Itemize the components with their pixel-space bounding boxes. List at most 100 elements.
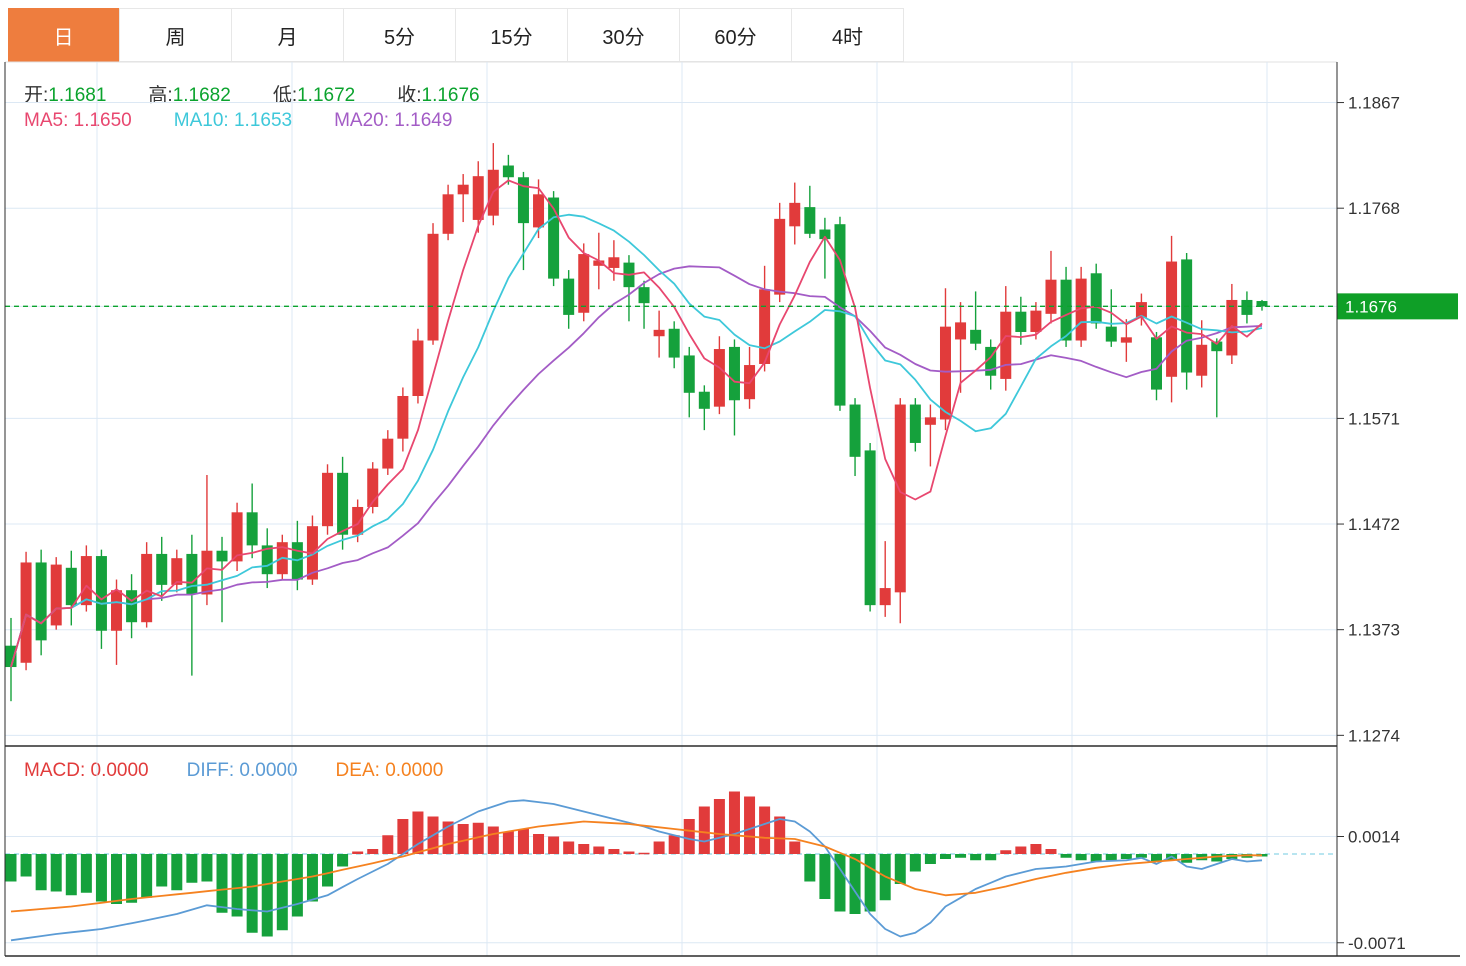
tab-timeframe-4[interactable]: 15分	[456, 9, 568, 61]
candle-body-25	[382, 438, 394, 469]
macd-bar-47	[713, 799, 725, 854]
candle-body-1	[20, 562, 32, 663]
dea-value: DEA: 0.0000	[335, 760, 444, 781]
macd-bar-38	[578, 844, 590, 854]
candle-body-59	[894, 404, 906, 593]
candle-body-24	[367, 468, 379, 507]
candle-body-48	[728, 346, 740, 401]
candle-body-2	[35, 562, 47, 641]
macd-bar-21	[322, 854, 334, 887]
macd-bar-14	[216, 854, 228, 913]
macd-bar-13	[201, 854, 213, 882]
candle-body-28	[427, 233, 439, 341]
tab-timeframe-1[interactable]: 周	[120, 9, 232, 61]
macd-bar-45	[683, 819, 695, 854]
tab-timeframe-5[interactable]: 30分	[568, 9, 680, 61]
macd-bar-74	[1120, 854, 1132, 859]
candle-body-9	[141, 553, 153, 623]
candle-body-50	[759, 289, 771, 364]
macd-bar-23	[352, 851, 364, 854]
macd-bar-73	[1105, 854, 1117, 861]
ma20-value: MA20: 1.1649	[334, 110, 453, 131]
candle-body-58	[879, 588, 891, 606]
candle-body-76	[1150, 337, 1162, 390]
macd-bar-16	[246, 854, 258, 933]
candle-body-17	[261, 545, 273, 575]
macd-bar-60	[909, 854, 921, 872]
macd-bar-35	[533, 834, 545, 854]
price-tick-label-3: 1.1472	[1348, 515, 1400, 534]
macd-bar-8	[126, 854, 138, 903]
open-value: 开:1.1681	[24, 85, 107, 106]
macd-bar-67	[1015, 846, 1027, 854]
macd-bar-48	[728, 791, 740, 854]
high-value: 高:1.1682	[148, 85, 231, 106]
candle-body-67	[1015, 311, 1027, 332]
candle-body-33	[502, 165, 514, 178]
candle-body-11	[171, 558, 183, 585]
candle-body-74	[1120, 337, 1132, 343]
macd-bar-24	[367, 849, 379, 854]
macd-bar-2	[35, 854, 47, 891]
candle-body-12	[186, 553, 198, 595]
macd-bar-3	[50, 854, 62, 892]
macd-bar-69	[1045, 849, 1057, 854]
macd-bar-17	[261, 854, 273, 937]
candle-body-0	[5, 645, 17, 668]
macd-bar-27	[412, 811, 424, 854]
tab-timeframe-2[interactable]: 月	[232, 9, 344, 61]
tab-timeframe-0[interactable]: 日	[8, 8, 120, 62]
candle-body-29	[442, 194, 454, 234]
macd-bar-75	[1135, 854, 1147, 858]
price-tick-label-0: 1.1867	[1348, 94, 1400, 113]
macd-bar-39	[593, 846, 605, 854]
macd-bar-62	[939, 854, 951, 859]
tab-timeframe-7[interactable]: 4时	[831, 26, 864, 49]
candle-body-22	[337, 472, 349, 535]
macd-bar-63	[955, 854, 967, 858]
macd-bar-65	[985, 854, 997, 861]
candle-body-13	[201, 550, 213, 595]
macd-bar-43	[653, 841, 665, 854]
candle-body-39	[593, 260, 605, 266]
macd-bar-56	[849, 854, 861, 914]
diff-value: DIFF: 0.0000	[186, 760, 298, 781]
macd-bar-41	[623, 851, 635, 854]
candle-body-14	[216, 550, 228, 562]
macd-bar-12	[186, 854, 198, 883]
macd-bar-11	[171, 854, 183, 891]
diff-line	[10, 799, 1263, 942]
macd-bar-6	[95, 854, 107, 902]
candle-body-65	[985, 346, 997, 376]
candle-body-4	[65, 567, 77, 606]
candle-body-75	[1135, 302, 1147, 319]
tab-timeframe-3[interactable]: 5分	[344, 9, 456, 61]
macd-bar-40	[608, 849, 620, 854]
candle-body-63	[955, 322, 967, 340]
candle-body-62	[939, 326, 951, 420]
ma5-value: MA5: 1.1650	[24, 110, 132, 131]
tab-timeframe-6[interactable]: 60分	[680, 9, 792, 61]
ma10-line	[10, 213, 1263, 668]
candle-body-7	[111, 590, 123, 631]
candle-body-55	[834, 224, 846, 406]
candle-body-6	[95, 556, 107, 631]
candle-body-68	[1030, 310, 1042, 332]
macd-tick-label-0: 0.0014	[1348, 828, 1400, 847]
candle-body-34	[517, 177, 529, 224]
macd-bar-9	[141, 854, 153, 898]
macd-bar-25	[382, 835, 394, 854]
macd-bar-20	[306, 854, 318, 902]
macd-bar-22	[337, 854, 349, 867]
candle-body-53	[804, 207, 816, 234]
current-price-tag	[1337, 293, 1458, 320]
candle-body-43	[653, 329, 665, 337]
candle-body-15	[231, 512, 243, 562]
macd-bar-46	[698, 806, 710, 854]
candle-body-10	[156, 553, 168, 585]
candle-body-82	[1241, 299, 1253, 315]
macd-bar-4	[65, 854, 77, 896]
price-tick-label-2: 1.1571	[1348, 409, 1400, 428]
